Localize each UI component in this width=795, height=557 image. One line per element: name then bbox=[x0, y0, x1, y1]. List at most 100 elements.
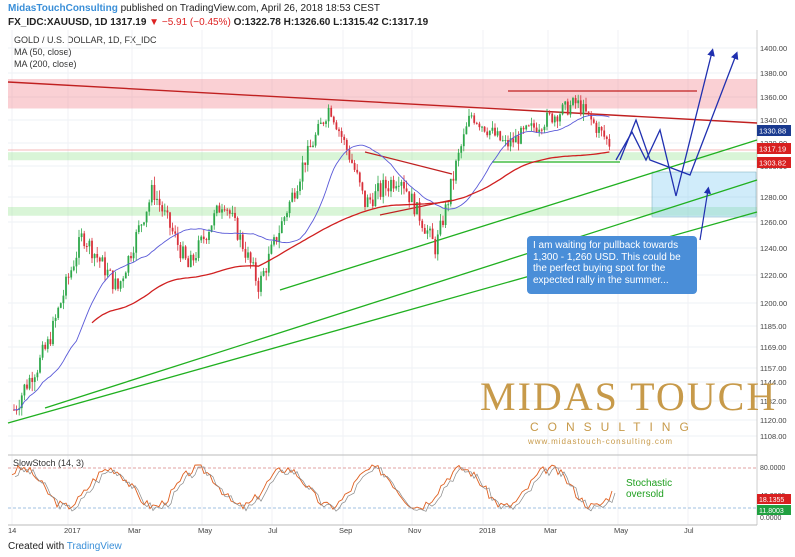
candle-body bbox=[535, 127, 538, 132]
candle-body bbox=[327, 107, 330, 122]
candle-body bbox=[561, 104, 564, 115]
candle-body bbox=[104, 257, 106, 276]
candle-body bbox=[598, 126, 600, 133]
stoch-badge-label: 18.1355 bbox=[759, 497, 784, 504]
candle-body bbox=[163, 210, 166, 212]
price-badge bbox=[757, 125, 791, 136]
support-zone bbox=[8, 207, 757, 216]
footer: Created with TradingView bbox=[8, 541, 122, 552]
candle-body bbox=[470, 115, 473, 117]
ma200-line bbox=[91, 151, 610, 324]
candle-body bbox=[366, 197, 369, 207]
candle-body bbox=[553, 116, 556, 123]
symbol-info: FX_IDC:XAUUSD, 1D 1317.19 bbox=[8, 17, 147, 28]
candle-body bbox=[382, 179, 385, 197]
candle-body bbox=[603, 130, 606, 137]
candle-body bbox=[496, 131, 499, 136]
candle-body bbox=[442, 220, 444, 226]
candle-body bbox=[312, 145, 314, 148]
candle-body bbox=[98, 257, 101, 262]
y-tick-label: 1380.00 bbox=[760, 69, 787, 78]
candle-body bbox=[491, 127, 494, 131]
resistance-zone bbox=[8, 79, 757, 109]
candle-body bbox=[44, 344, 47, 349]
x-tick-label: 2018 bbox=[479, 526, 496, 535]
candle-body bbox=[408, 191, 411, 203]
ohlc-info: O:1322.78 H:1326.60 L:1315.42 C:1317.19 bbox=[233, 17, 429, 28]
candle-body bbox=[280, 221, 283, 234]
candle-body bbox=[166, 210, 169, 213]
candle-body bbox=[423, 227, 426, 234]
candle-body bbox=[288, 201, 291, 214]
candle-body bbox=[488, 130, 491, 136]
price-badge-label: 1317.19 bbox=[759, 145, 786, 154]
candle-body bbox=[572, 98, 574, 105]
x-tick-label: Jul bbox=[684, 526, 694, 535]
candle-body bbox=[67, 276, 70, 278]
created-with: Created with bbox=[8, 541, 65, 552]
brand-url: www.midastouch-consulting.com bbox=[528, 437, 674, 446]
candle-body bbox=[395, 186, 398, 189]
candle-body bbox=[449, 178, 452, 205]
candle-body bbox=[353, 162, 356, 170]
candle-body bbox=[239, 234, 242, 240]
candle-body bbox=[340, 131, 343, 137]
y-tick-label: 1132.00 bbox=[760, 397, 787, 406]
candle-body bbox=[182, 246, 184, 259]
candle-body bbox=[265, 271, 268, 273]
candle-body bbox=[356, 169, 359, 173]
candle-body bbox=[65, 276, 67, 296]
candle-body bbox=[244, 248, 247, 258]
y-tick-label: 1169.00 bbox=[760, 343, 787, 352]
candle-body bbox=[512, 138, 515, 143]
candle-body bbox=[319, 122, 322, 124]
candle-body bbox=[101, 257, 104, 262]
candle-body bbox=[377, 183, 379, 192]
candle-body bbox=[283, 217, 286, 222]
stoch-badge bbox=[757, 494, 791, 504]
candle-body bbox=[192, 254, 195, 261]
candle-body bbox=[96, 253, 99, 258]
candle-body bbox=[41, 344, 44, 358]
buy-zone bbox=[651, 171, 757, 218]
price-badge-label: 1303.82 bbox=[759, 159, 786, 168]
change-info: ▼ −5.91 (−0.45%) bbox=[149, 17, 231, 28]
candle-body bbox=[304, 162, 307, 165]
y-tick-label: 1240.00 bbox=[760, 244, 787, 253]
candle-body bbox=[62, 295, 65, 304]
candle-body bbox=[514, 135, 517, 143]
stoch-d-line bbox=[14, 466, 616, 512]
candle-body bbox=[195, 258, 197, 261]
candle-body bbox=[332, 116, 335, 123]
candle-body bbox=[462, 134, 465, 147]
candle-body bbox=[418, 202, 421, 221]
candle-body bbox=[374, 191, 377, 207]
stoch-tick: 80.0000 bbox=[760, 465, 785, 472]
publisher-link[interactable]: MidasTouchConsulting bbox=[8, 3, 118, 14]
brand-logo: MIDAS TOUCH bbox=[480, 374, 778, 419]
resistance-trendline bbox=[7, 81, 758, 124]
price-badge bbox=[757, 143, 791, 154]
candle-body bbox=[371, 199, 374, 207]
tradingview-logo[interactable]: TradingView bbox=[66, 541, 122, 552]
candle-body bbox=[28, 377, 31, 389]
candle-body bbox=[317, 123, 320, 135]
candle-body bbox=[241, 234, 244, 249]
candle-body bbox=[145, 211, 148, 223]
candle-body bbox=[343, 136, 346, 140]
candle-body bbox=[114, 278, 117, 290]
y-tick-label: 1144.00 bbox=[760, 378, 787, 387]
candle-body bbox=[330, 107, 333, 117]
candle-body bbox=[80, 233, 83, 238]
candle-body bbox=[36, 372, 39, 378]
candle-body bbox=[577, 100, 580, 104]
candle-body bbox=[205, 239, 208, 241]
y-tick-label: 1280.00 bbox=[760, 193, 787, 202]
candle-body bbox=[88, 240, 91, 247]
price-badge-label: 1330.88 bbox=[759, 127, 786, 136]
candle-body bbox=[91, 240, 93, 259]
publish-info: published on TradingView.com, April 26, … bbox=[120, 3, 381, 14]
candle-body bbox=[369, 197, 372, 200]
candle-body bbox=[465, 126, 468, 135]
candle-body bbox=[257, 280, 260, 292]
